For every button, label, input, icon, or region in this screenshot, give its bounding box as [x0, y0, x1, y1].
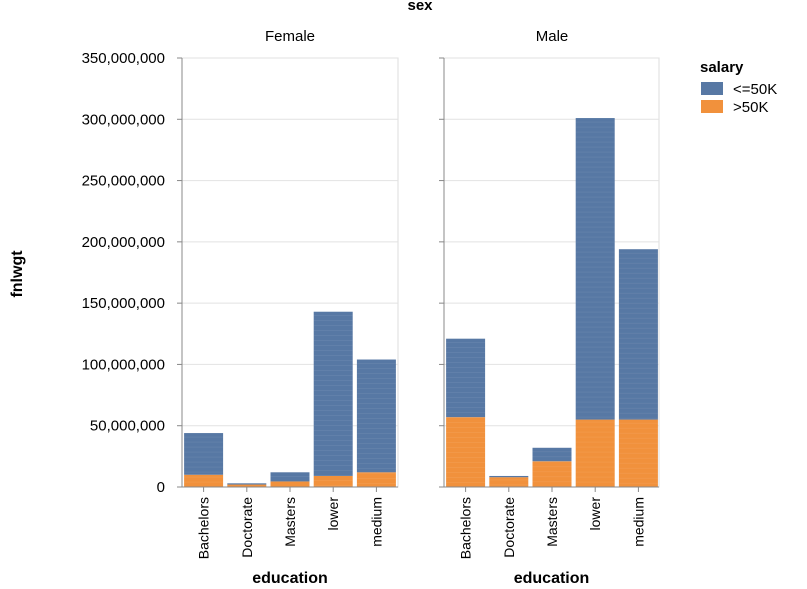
- facet-title-female: Female: [265, 28, 315, 45]
- y-tick-label: 200,000,000: [82, 234, 165, 251]
- legend-title: salary: [700, 59, 744, 76]
- x-tick-label: lower: [587, 497, 603, 531]
- y-tick-label: 50,000,000: [90, 418, 165, 435]
- y-tick-label: 300,000,000: [82, 111, 165, 128]
- bar-le50k-medium: [618, 249, 658, 420]
- bar-gt50k-medium: [356, 472, 396, 487]
- y-tick-label: 350,000,000: [82, 50, 165, 67]
- y-axis-ticks: 0 50,000,000 100,000,000 150,000,000 200,000…: [82, 50, 165, 496]
- x-tick-label: medium: [630, 497, 646, 547]
- x-tick-label: medium: [368, 497, 384, 547]
- y-tick-label: 250,000,000: [82, 173, 165, 190]
- bar-gt50k-masters: [532, 461, 572, 487]
- bar-gt50k-doctorate: [227, 484, 267, 487]
- x-tick-label: Masters: [544, 497, 560, 547]
- bar-le50k-medium: [356, 359, 396, 473]
- legend-swatch-gt50k: [701, 100, 723, 113]
- y-tick-label: 0: [157, 479, 165, 496]
- bar-gt50k-bachelors: [446, 417, 486, 487]
- bar-le50k-lower: [313, 311, 353, 476]
- facet-title-male: Male: [536, 28, 569, 45]
- x-axis-title: education: [252, 570, 328, 587]
- x-tick-label: Bachelors: [196, 497, 212, 559]
- x-tick-label: Doctorate: [501, 497, 517, 558]
- bar-le50k-bachelors: [446, 338, 486, 418]
- facet-panel-male: Male Bachelors Doctorate Masters lower mediu…: [439, 28, 660, 587]
- facet-header-title: sex: [407, 0, 433, 14]
- bar-gt50k-bachelors: [184, 474, 224, 487]
- bar-le50k-bachelors: [184, 433, 224, 475]
- bar-gt50k-lower: [575, 419, 615, 487]
- bar-le50k-lower: [575, 118, 615, 420]
- y-tick-label: 100,000,000: [82, 356, 165, 373]
- x-tick-label: Bachelors: [458, 497, 474, 559]
- facet-panel-female: Female Bachelors Doctorate Masters lower med…: [177, 28, 399, 587]
- bar-le50k-doctorate: [489, 475, 529, 478]
- legend: salary <=50K >50K: [700, 59, 777, 116]
- bar-le50k-masters: [270, 472, 310, 482]
- bar-gt50k-medium: [618, 419, 658, 487]
- x-tick-label: Masters: [282, 497, 298, 547]
- bar-gt50k-masters: [270, 481, 310, 487]
- x-tick-label: lower: [325, 497, 341, 531]
- legend-label-gt50k: >50K: [733, 99, 768, 116]
- x-tick-label: Doctorate: [239, 497, 255, 558]
- y-tick-label: 150,000,000: [82, 295, 165, 312]
- bar-le50k-doctorate: [227, 483, 267, 485]
- bar-gt50k-doctorate: [489, 477, 529, 487]
- x-axis-title: education: [514, 570, 590, 587]
- legend-swatch-le50k: [701, 82, 723, 95]
- bar-gt50k-lower: [313, 475, 353, 487]
- y-axis-title: fnlwgt: [9, 250, 26, 298]
- legend-label-le50k: <=50K: [733, 81, 777, 98]
- bar-le50k-masters: [532, 447, 572, 462]
